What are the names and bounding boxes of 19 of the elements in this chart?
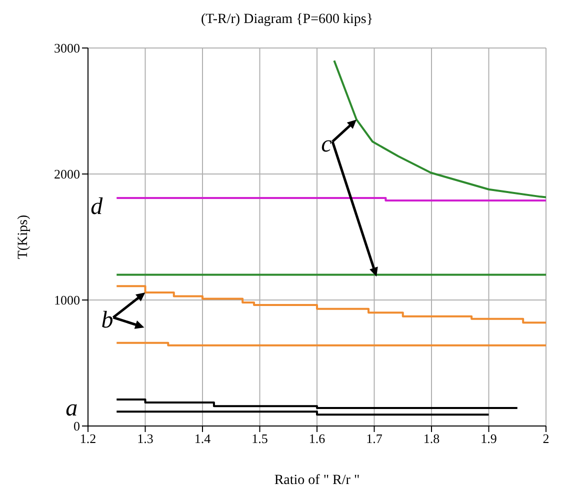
y-axis-title: T(Kips): [16, 214, 31, 260]
annotation: d: [90, 194, 104, 220]
x-tick-label: 2: [542, 431, 550, 446]
x-tick-label: 1.5: [252, 431, 268, 446]
x-tick-label: 1.2: [80, 431, 96, 446]
x-axis-title: Ratio of " R/r ": [274, 473, 360, 488]
y-tick-label: 1000: [54, 292, 80, 308]
x-tick-label: 1.9: [480, 431, 497, 446]
x-tick-label: 1.7: [366, 431, 383, 446]
y-tick-label: 2000: [54, 166, 80, 182]
x-tick-label: 1.6: [308, 431, 326, 446]
x-tick-label: 1.4: [194, 431, 212, 446]
x-tick-label: 1.8: [423, 431, 440, 446]
annotation: c: [321, 132, 332, 158]
y-tick-label: 3000: [54, 40, 80, 56]
line-series: [333, 60, 546, 198]
annotation: b: [101, 307, 114, 334]
chart-title: (T-R/r) Diagram {P=600 kips}: [200, 12, 374, 28]
x-tick-label: 1.3: [137, 431, 154, 446]
